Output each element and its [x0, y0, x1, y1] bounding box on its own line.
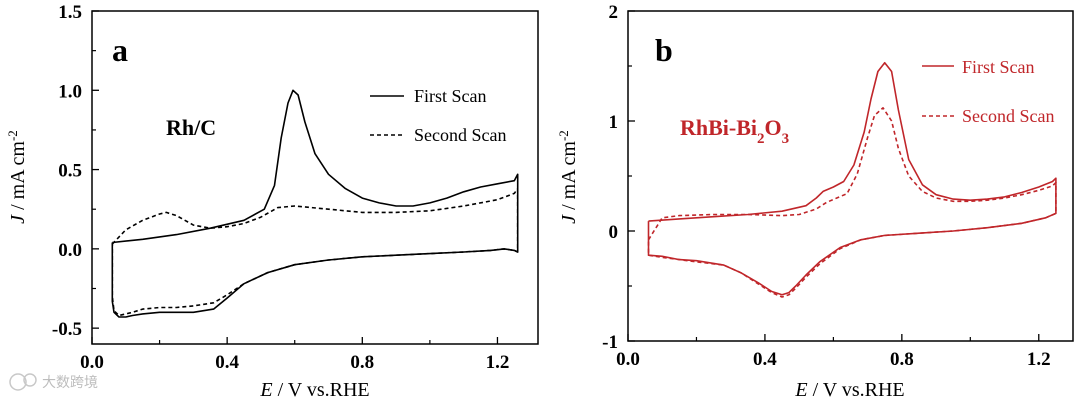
- y-tick-label-b-2: 1: [609, 112, 619, 133]
- x-tick-label-a-2: 0.8: [350, 352, 374, 373]
- y-axis-label-b: J / mA cm-2: [556, 130, 581, 224]
- series-a: [111, 89, 519, 318]
- legend-label-first-scan-a: First Scan: [414, 86, 487, 106]
- x-tick-label-b-1: 0.4: [753, 349, 777, 370]
- y-tick-label-a-3: 1.0: [58, 81, 82, 102]
- x-tick-label-b-2: 0.8: [890, 349, 914, 370]
- ticks-b: 0.0 0.4 0.8 1.2 -1 0 1 2: [602, 2, 1050, 370]
- series-line-a-first-scan: [111, 89, 519, 318]
- plot-frame-a: [91, 10, 539, 345]
- y-tick-label-b-0: -1: [602, 332, 618, 353]
- annotation-rhbi-bi2o3: RhBi-Bi2O3: [680, 115, 789, 147]
- x-tick-label-a-1: 0.4: [215, 352, 239, 373]
- series-line-a-second-scan: [111, 187, 519, 317]
- series-b: [647, 61, 1057, 298]
- x-tick-label-a-3: 1.2: [486, 352, 510, 373]
- annotation-rh-c: Rh/C: [166, 115, 216, 140]
- legend-label-second-scan-a: Second Scan: [414, 125, 506, 145]
- panel-label-b: b: [655, 32, 673, 68]
- legend-label-second-scan-b: Second Scan: [962, 106, 1054, 126]
- panel-label-a: a: [112, 32, 128, 68]
- y-tick-label-a-4: 1.5: [58, 2, 82, 23]
- y-tick-label-b-1: 0: [609, 222, 619, 243]
- watermark-logo-icon-inner: [23, 373, 37, 387]
- x-tick-label-a-0: 0.0: [80, 352, 104, 373]
- legend-label-first-scan-b: First Scan: [962, 57, 1035, 77]
- x-axis-label-b: E / V vs.RHE: [794, 379, 904, 401]
- y-axis-label-a: J / mA cm-2: [5, 130, 30, 224]
- y-tick-label-b-3: 2: [609, 2, 619, 23]
- ticks-a: 0.0 0.4 0.8 1.2 -0.5 0.0 0.5 1.0 1.5: [52, 2, 509, 373]
- series-line-b-first-scan: [647, 61, 1057, 296]
- x-tick-label-b-0: 0.0: [616, 349, 640, 370]
- y-tick-label-a-0: -0.5: [52, 319, 82, 340]
- x-axis-label-a: E / V vs.RHE: [259, 379, 369, 401]
- y-tick-label-a-2: 0.5: [58, 161, 82, 182]
- x-tick-label-b-3: 1.2: [1027, 349, 1051, 370]
- panel-b: 0.0 0.4 0.8 1.2 -1 0 1 2 b RhBi-Bi2O3 First Sca…: [556, 2, 1074, 401]
- y-tick-label-a-1: 0.0: [58, 240, 82, 261]
- watermark: 大数跨境: [9, 373, 98, 391]
- series-line-b-second-scan: [647, 107, 1057, 298]
- watermark-text: 大数跨境: [42, 375, 98, 391]
- panel-a: 0.0 0.4 0.8 1.2 -0.5 0.0 0.5 1.0 1.5 a Rh/C Firs…: [5, 2, 539, 401]
- watermark-logo-icon: [9, 373, 27, 391]
